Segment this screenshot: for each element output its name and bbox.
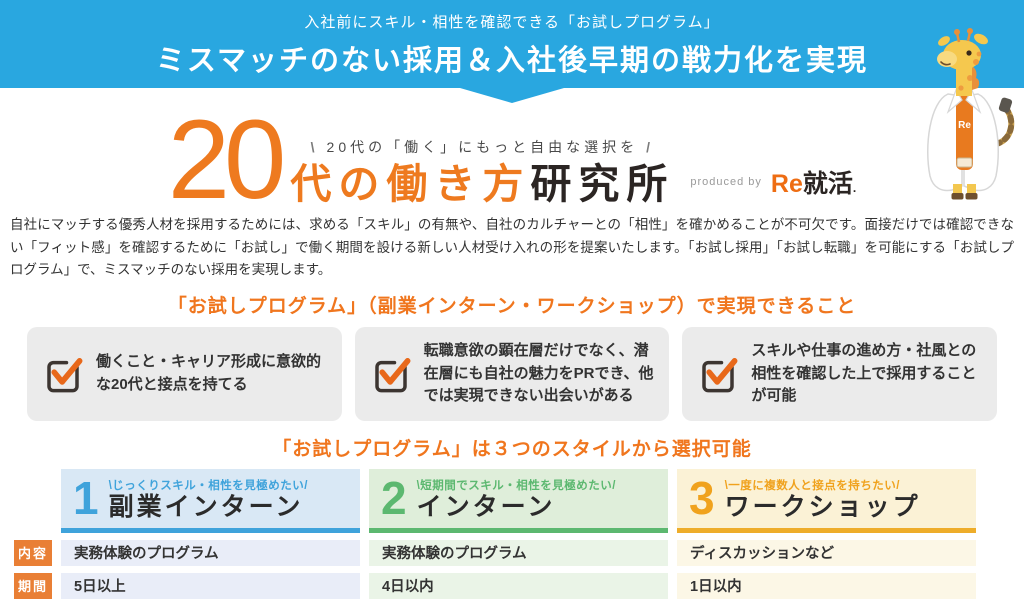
benefit-card: 転職意欲の顕在層だけでなく、潜在層にも自社の魅力をPRでき、他では実現できない出… — [354, 327, 670, 421]
svg-text:Re: Re — [958, 120, 971, 131]
column-header-text: \一度に複数人と接点を持ちたい/ ワークショップ — [725, 477, 921, 522]
column-number: 1 — [73, 472, 99, 525]
row-label-naiyo: 内容 — [14, 539, 52, 566]
column-title: 副業インターン — [108, 492, 304, 521]
checkbox-check-icon — [702, 357, 738, 393]
row-label-kikan: 期間 — [14, 572, 52, 599]
benefit-card: 働くこと・キャリア形成に意欲的な20代と接点を持てる — [27, 327, 342, 421]
table-cell: ディスカッションなど — [677, 539, 976, 566]
banner-title: ミスマッチのない採用＆入社後早期の戦力化を実現 — [155, 45, 869, 77]
benefit-text: 働くこと・キャリア形成に意欲的な20代と接点を持てる — [96, 353, 322, 393]
column-header-fukugyo-intern: 1 \じっくりスキル・相性を見極めたい/ 副業インターン — [61, 468, 360, 533]
logo-number-20: 20 — [167, 97, 287, 223]
table-cell: 4日以内 — [369, 572, 668, 599]
logo-center: \ 20代の「働く」にもっと自由な選択を / 代の働き方研究所 — [290, 137, 674, 206]
produced-by-label: produced by — [690, 176, 762, 188]
column-number: 2 — [381, 472, 407, 525]
column-title: インターン — [416, 492, 556, 521]
banner-notch-decoration — [460, 88, 564, 103]
slash-deco-left: \ — [310, 138, 319, 155]
slash-deco-right: / — [646, 138, 655, 155]
logo-tagline: \ 20代の「働く」にもっと自由な選択を / — [311, 137, 654, 157]
benefits-heading: 「お試しプログラム」（副業インターン・ワークショップ）で実現できること — [167, 296, 857, 318]
top-banner: 入社前にスキル・相性を確認できる「お試しプログラム」 ミスマッチのない採用＆入社… — [0, 0, 1024, 103]
table-cell: 実務体験のプログラム — [369, 539, 668, 566]
column-header-text: \短期間でスキル・相性を見極めたい/ インターン — [417, 477, 616, 522]
giraffe-mascot: Re — [910, 26, 1018, 204]
column-tagline: \じっくりスキル・相性を見極めたい/ — [108, 479, 308, 492]
benefit-card: スキルや仕事の進め方・社風との相性を確認した上で採用することが可能 — [682, 327, 998, 421]
giraffe-illustration: Re — [927, 28, 1015, 200]
column-header-text: \じっくりスキル・相性を見極めたい/ 副業インターン — [109, 477, 308, 522]
column-tagline: \一度に複数人と接点を持ちたい/ — [724, 479, 900, 492]
benefit-text: 転職意欲の顕在層だけでなく、潜在層にも自社の魅力をPRでき、他では実現できない出… — [423, 342, 654, 405]
table-cell: 1日以内 — [677, 572, 976, 599]
logo-tagline-text: 20代の「働く」にもっと自由な選択を — [326, 138, 639, 155]
column-header-workshop: 3 \一度に複数人と接点を持ちたい/ ワークショップ — [677, 468, 976, 533]
logo-title-orange: 代の働き方 — [290, 160, 531, 207]
intro-paragraph: 自社にマッチする優秀人材を採用するためには、求める「スキル」の有無や、自社のカル… — [10, 217, 1014, 278]
styles-heading: 「お試しプログラム」は３つのスタイルから選択可能 — [272, 438, 752, 460]
table-cell: 5日以上 — [61, 572, 360, 599]
produced-by-lockup: produced by Re就活. — [690, 164, 856, 206]
column-number: 3 — [689, 472, 715, 525]
benefit-cards: 働くこと・キャリア形成に意欲的な20代と接点を持てる 転職意欲の顕在層だけでなく… — [27, 327, 998, 421]
table-cell: 実務体験のプログラム — [61, 539, 360, 566]
benefit-text: スキルや仕事の進め方・社風との相性を確認した上で採用することが可能 — [751, 342, 977, 405]
table-corner-spacer — [14, 469, 52, 533]
column-tagline: \短期間でスキル・相性を見極めたい/ — [416, 479, 616, 492]
banner-subtitle: 入社前にスキル・相性を確認できる「お試しプログラム」 — [304, 14, 720, 31]
logo-title-dark: 研究所 — [530, 160, 675, 207]
brand-re: Re — [770, 170, 803, 198]
checkbox-check-icon — [374, 357, 411, 393]
column-title: ワークショップ — [724, 492, 921, 521]
logo-title: 代の働き方研究所 — [290, 160, 675, 207]
brand-shukatsu: 就活 — [802, 170, 853, 198]
brand-mark: . — [852, 181, 857, 195]
logo-lockup: 20 \ 20代の「働く」にもっと自由な選択を / 代の働き方研究所 produ… — [0, 94, 1024, 223]
styles-table: 1 \じっくりスキル・相性を見極めたい/ 副業インターン 2 \短期間でスキル・… — [14, 468, 976, 604]
column-header-intern: 2 \短期間でスキル・相性を見極めたい/ インターン — [369, 468, 668, 533]
checkbox-check-icon — [47, 357, 83, 393]
re-shukatsu-logo: Re就活. — [771, 164, 856, 200]
